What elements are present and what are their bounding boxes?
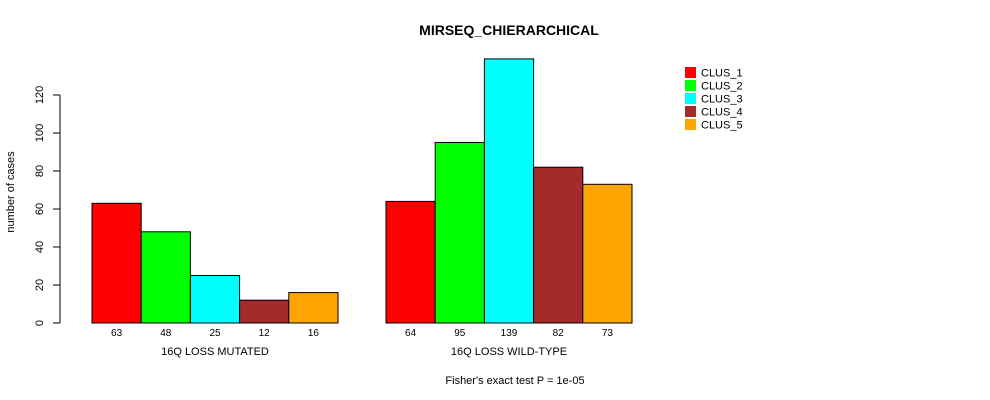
y-axis: 0 20 40 60 80 100 120 — [34, 86, 61, 326]
y-axis-label: number of cases — [5, 151, 17, 233]
legend-label: CLUS_1 — [701, 68, 743, 80]
bar-value-label: 82 — [553, 328, 565, 339]
bar-value-label: 63 — [111, 328, 123, 339]
bar-value-label: 64 — [405, 328, 417, 339]
x-labels-group: 63 48 25 12 16 16Q LOSS MUTATED 64 95 139 82 73 16Q… — [111, 328, 613, 358]
legend-label: CLUS_5 — [701, 120, 743, 132]
bar-clus1-group2 — [385, 200, 436, 324]
bar-value-label: 48 — [160, 328, 172, 339]
bar-clus5-group1 — [288, 292, 339, 324]
bar-clus2-group1 — [140, 231, 191, 324]
bar-value-label: 73 — [602, 328, 614, 339]
bar-value-label: 16 — [308, 328, 320, 339]
y-tick-label: 20 — [34, 279, 46, 291]
y-tick-label: 100 — [34, 124, 46, 142]
bar-value-label: 139 — [501, 328, 518, 339]
bar-value-label: 95 — [454, 328, 466, 339]
y-tick-label: 0 — [34, 320, 46, 326]
group-label-1: 16Q LOSS MUTATED — [161, 346, 269, 358]
legend-label: CLUS_3 — [701, 94, 743, 106]
bar-clus1-group1 — [91, 202, 142, 324]
bars-group — [91, 58, 633, 324]
legend-swatch — [685, 67, 696, 78]
bar-clus3-group2 — [483, 58, 535, 324]
legend-swatch — [685, 80, 696, 91]
y-tick-label: 80 — [34, 165, 46, 177]
y-tick-label: 40 — [34, 241, 46, 253]
legend-label: CLUS_2 — [701, 81, 743, 93]
bar-clus3-group1 — [189, 275, 241, 324]
chart-title: MIRSEQ_CHIERARCHICAL — [419, 22, 599, 38]
bar-clus2-group2 — [434, 142, 485, 324]
fisher-test-footnote: Fisher's exact test P = 1e-05 — [445, 375, 584, 387]
group-label-2: 16Q LOSS WILD-TYPE — [451, 346, 567, 358]
y-tick-label: 120 — [34, 86, 46, 104]
bar-clus4-group2 — [533, 166, 584, 324]
legend-swatch — [685, 93, 696, 104]
bar-clus4-group1 — [239, 299, 290, 324]
legend-swatch — [685, 119, 696, 130]
legend-swatch — [685, 106, 696, 117]
bar-value-label: 25 — [209, 328, 221, 339]
bar-clus5-group2 — [582, 183, 633, 324]
bar-value-label: 12 — [259, 328, 271, 339]
y-tick-label: 60 — [34, 203, 46, 215]
legend-label: CLUS_4 — [701, 107, 743, 119]
